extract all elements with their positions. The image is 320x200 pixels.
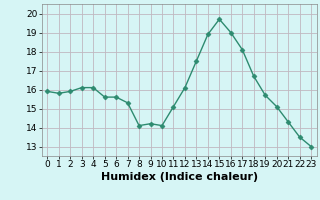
X-axis label: Humidex (Indice chaleur): Humidex (Indice chaleur) [100, 172, 258, 182]
